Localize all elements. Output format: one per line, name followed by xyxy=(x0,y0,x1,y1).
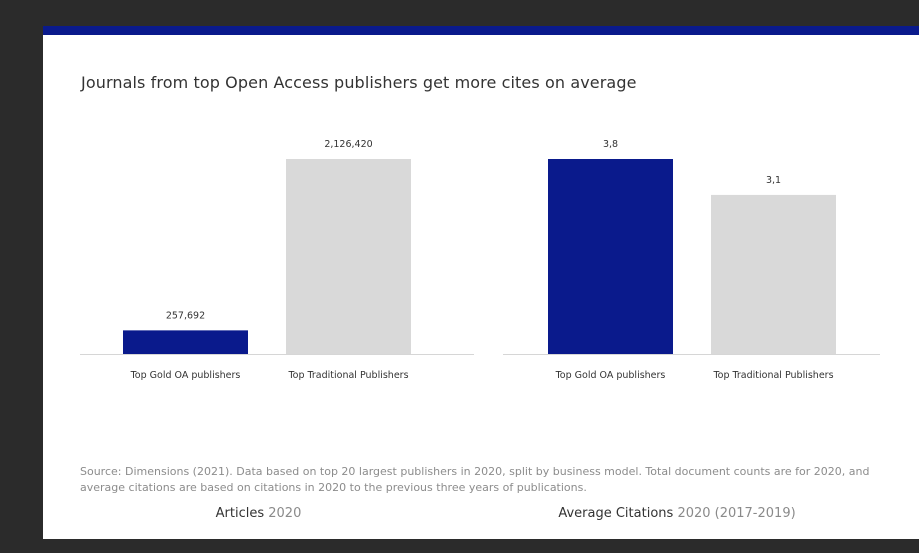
bar-traditional xyxy=(711,194,836,354)
citations-caption: Average Citations 2020 (2017-2019) xyxy=(474,506,880,521)
bar-gold-oa xyxy=(123,330,248,354)
data-label: 3,1 xyxy=(766,175,781,186)
category-label: Top Gold OA publishers xyxy=(130,370,241,381)
accent-bar xyxy=(43,26,919,35)
chart-title: Journals from top Open Access publishers… xyxy=(81,73,637,92)
citations-panel: 3,8 Top Gold OA publishers 3,1 Top Traditio… xyxy=(474,126,880,521)
source-footnote: Source: Dimensions (2021). Data based on… xyxy=(80,465,870,494)
bar-gold-oa xyxy=(548,159,673,354)
data-label: 257,692 xyxy=(166,310,205,321)
category-label: Top Gold OA publishers xyxy=(555,370,666,381)
articles-caption: Articles 2020 xyxy=(43,506,474,521)
bar-traditional xyxy=(286,159,411,354)
caption-main: Average Citations xyxy=(558,506,674,521)
chart-card: Journals from top Open Access publishers… xyxy=(43,26,919,539)
data-label: 3,8 xyxy=(603,139,618,150)
caption-year: 2020 xyxy=(268,506,302,521)
category-label: Top Traditional Publishers xyxy=(287,370,408,381)
category-label: Top Traditional Publishers xyxy=(712,370,833,381)
data-label: 2,126,420 xyxy=(324,139,372,150)
articles-panel: 257,692 Top Gold OA publishers 2,126,420 To… xyxy=(43,126,474,521)
caption-main: Articles xyxy=(215,506,265,521)
citations-bar-chart: 3,8 Top Gold OA publishers 3,1 Top Traditio… xyxy=(503,139,880,381)
articles-bar-chart: 257,692 Top Gold OA publishers 2,126,420 To… xyxy=(80,139,474,381)
caption-years: 2020 (2017-2019) xyxy=(677,506,796,521)
